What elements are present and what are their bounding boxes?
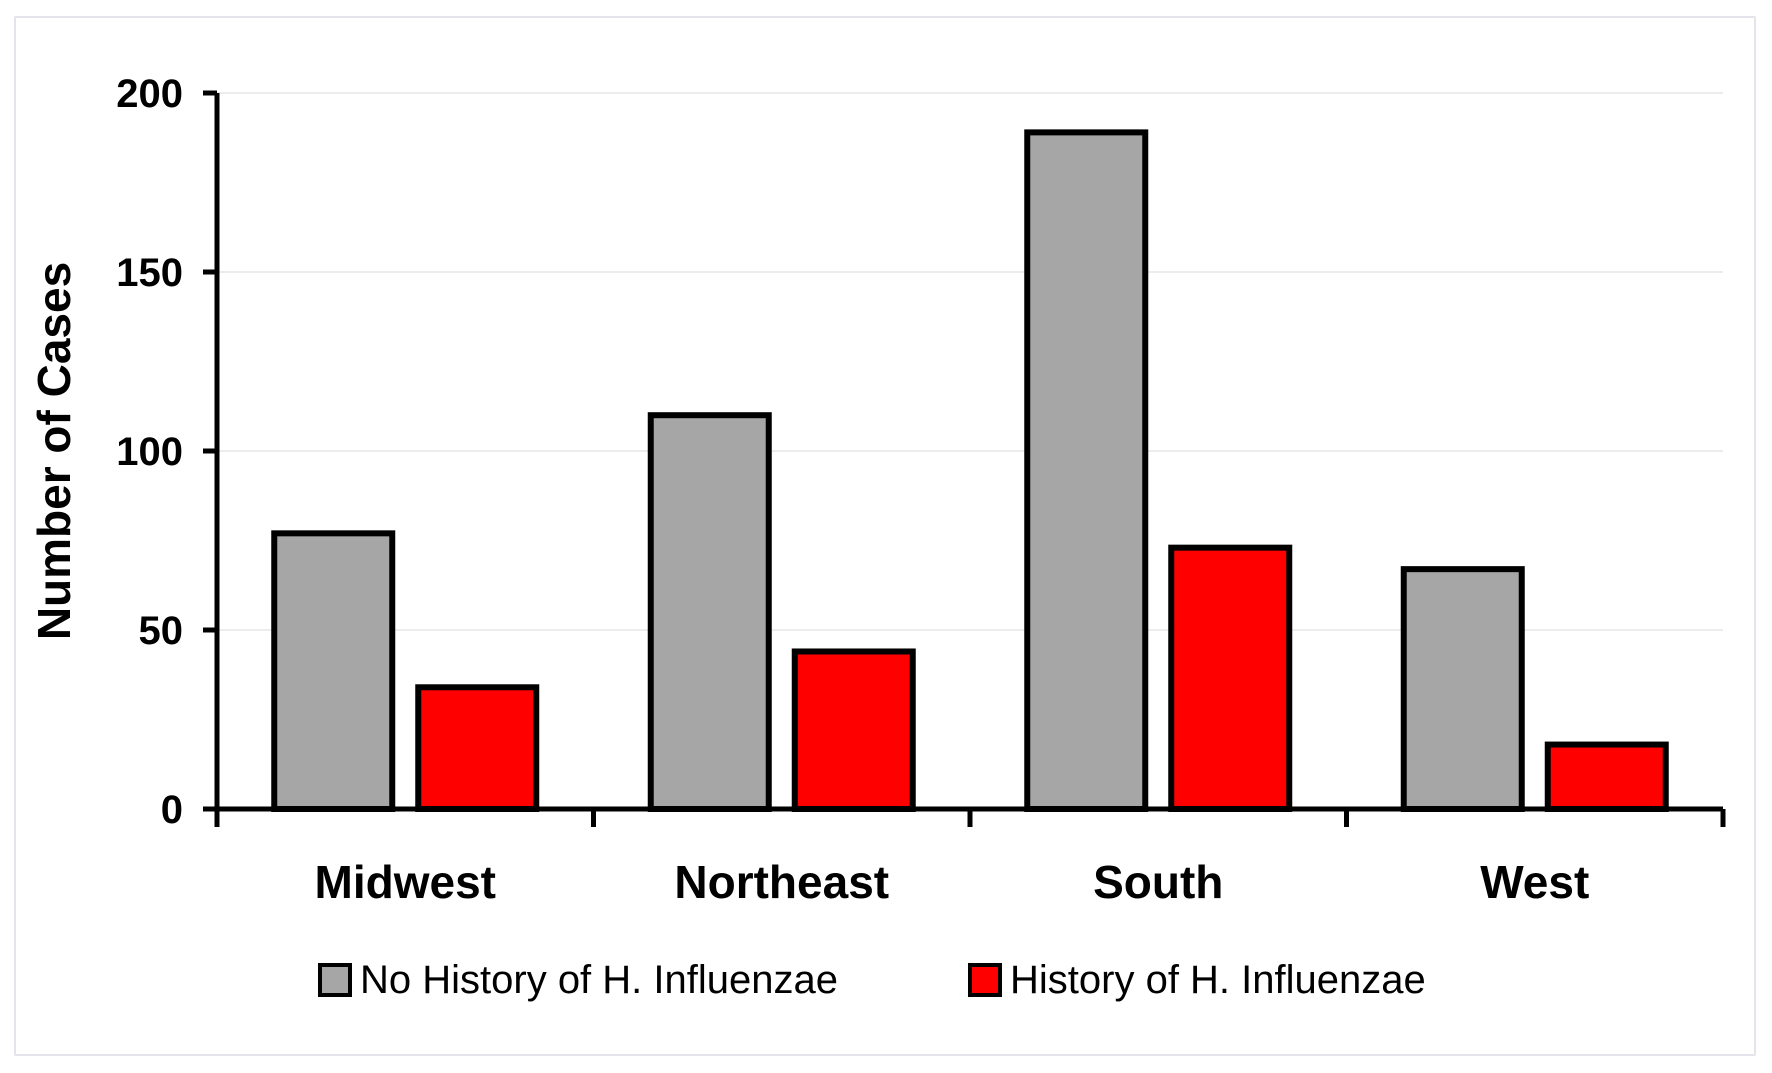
bar-northeast-series-2 <box>791 648 916 812</box>
legend-label-series-1: No History of H. Influenzae <box>360 958 838 1002</box>
bar-midwest-series-2 <box>415 684 540 813</box>
bar-midwest-series-1 <box>271 530 396 813</box>
gridlines <box>217 92 1723 631</box>
y-tick-label: 0 <box>161 788 183 832</box>
y-axis-title: Number of Cases <box>28 262 80 640</box>
x-tick-label: Midwest <box>315 856 496 908</box>
tick-labels: 0 50 100 150 200 Midwest Northeast South West <box>116 72 1589 908</box>
y-tick-label: 100 <box>116 430 183 474</box>
x-tick-label: Northeast <box>674 856 889 908</box>
bar-northeast-series-1 <box>647 412 772 812</box>
y-tick-label: 50 <box>139 609 184 653</box>
y-tick-label: 150 <box>116 251 183 295</box>
bar-west-series-2 <box>1544 741 1669 812</box>
legend: No History of H. Influenzae History of H.… <box>318 958 1426 1002</box>
legend-label-series-2: History of H. Influenzae <box>1010 958 1426 1002</box>
bar-south-series-1 <box>1024 129 1149 812</box>
bars <box>271 129 1669 813</box>
bar-south-series-2 <box>1168 544 1293 812</box>
axes <box>203 90 1726 827</box>
x-tick-label: South <box>1093 856 1223 908</box>
y-tick-label: 200 <box>116 72 183 116</box>
legend-swatch-series-1 <box>318 963 352 997</box>
x-tick-label: West <box>1480 856 1589 908</box>
bar-west-series-1 <box>1400 566 1525 813</box>
legend-swatch-series-2 <box>968 963 1002 997</box>
